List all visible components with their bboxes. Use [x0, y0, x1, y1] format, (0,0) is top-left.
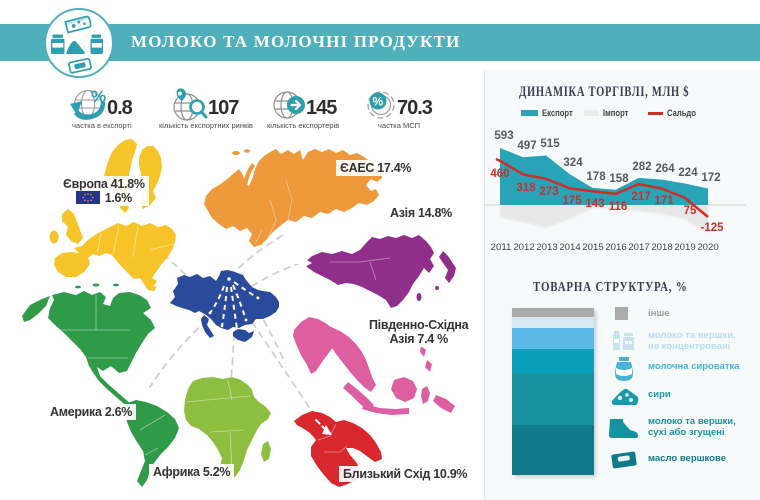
svg-text:2019: 2019	[674, 242, 695, 253]
svg-text:2012: 2012	[513, 242, 534, 253]
svg-text:178: 178	[586, 171, 606, 183]
svg-text:%: %	[91, 88, 106, 106]
svg-text:%: %	[373, 95, 384, 109]
svg-text:2011: 2011	[491, 242, 512, 253]
svg-text:2014: 2014	[559, 242, 581, 253]
svg-text:217: 217	[631, 191, 650, 203]
svg-text:175: 175	[562, 195, 582, 207]
svg-text:143: 143	[585, 198, 604, 210]
svg-text:75: 75	[684, 205, 697, 217]
svg-text:171: 171	[654, 195, 674, 207]
svg-text:2018: 2018	[651, 242, 672, 253]
svg-text:224: 224	[678, 167, 698, 179]
svg-text:2017: 2017	[628, 242, 649, 253]
svg-text:2016: 2016	[605, 242, 626, 253]
svg-text:2015: 2015	[582, 242, 603, 253]
svg-text:172: 172	[701, 172, 720, 184]
svg-text:282: 282	[632, 161, 651, 173]
svg-text:-125: -125	[700, 222, 724, 234]
svg-text:497: 497	[517, 140, 536, 152]
svg-text:158: 158	[609, 173, 629, 185]
svg-text:273: 273	[539, 186, 558, 198]
svg-text:2013: 2013	[536, 242, 557, 253]
svg-text:593: 593	[494, 130, 513, 142]
svg-text:116: 116	[609, 201, 628, 213]
svg-text:460: 460	[490, 168, 509, 180]
svg-text:318: 318	[516, 182, 536, 194]
svg-text:264: 264	[655, 163, 675, 175]
svg-text:324: 324	[563, 157, 583, 169]
svg-text:515: 515	[540, 138, 560, 150]
svg-text:2020: 2020	[697, 242, 718, 253]
